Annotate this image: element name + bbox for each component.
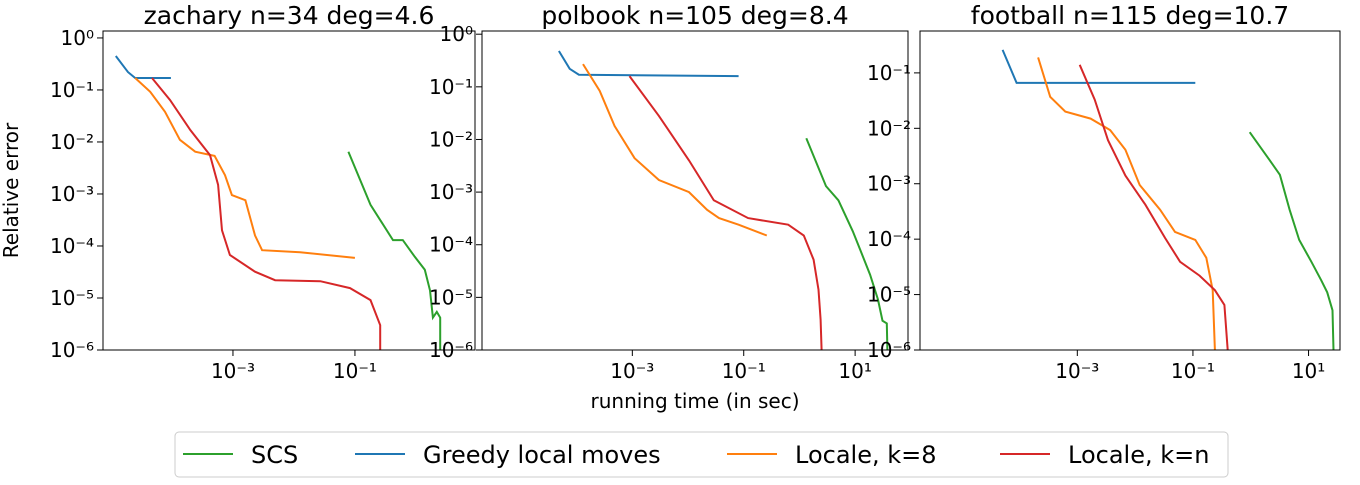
- series-line: [134, 77, 356, 259]
- x-axis-label: running time (in sec): [591, 389, 800, 413]
- x-tick-label: 10⁻³: [610, 359, 654, 383]
- series-line: [1248, 131, 1335, 350]
- series-line: [1078, 64, 1229, 350]
- series-line: [558, 50, 739, 78]
- y-tick-label: 10⁻⁴: [429, 233, 473, 257]
- chart-title: polbook n=105 deg=8.4: [541, 1, 848, 30]
- plot-frame: [102, 30, 476, 351]
- chart-title: football n=115 deg=10.7: [971, 1, 1289, 30]
- y-tick-label: 10⁻¹: [429, 75, 473, 99]
- y-axis-label: Relative error: [0, 122, 23, 258]
- y-tick-label: 10⁻⁵: [867, 283, 911, 307]
- plot-frame: [481, 30, 909, 351]
- y-tick-label: 10⁻³: [867, 172, 911, 196]
- y-tick-label: 10⁻⁶: [867, 338, 911, 362]
- x-tick-label: 10⁻¹: [1171, 359, 1215, 383]
- legend-label: Locale, k=8: [795, 441, 937, 469]
- y-tick-label: 10⁻³: [50, 182, 94, 206]
- y-tick-label: 10⁻⁴: [50, 234, 94, 258]
- x-tick-label: 10⁻¹: [722, 359, 766, 383]
- series-line: [1037, 57, 1216, 350]
- legend-label: Locale, k=n: [1068, 441, 1209, 469]
- series-line: [628, 75, 823, 350]
- legend-label: SCS: [251, 441, 298, 469]
- plot-area: [103, 31, 475, 350]
- plot-area: [920, 31, 1340, 350]
- plot-frame: [919, 30, 1341, 351]
- y-tick-label: 10⁻¹: [50, 78, 94, 102]
- legend-box: [174, 431, 1229, 478]
- x-tick-label: 10⁻³: [211, 359, 255, 383]
- y-tick-label: 10⁻²: [50, 130, 94, 154]
- series-line: [582, 63, 768, 237]
- y-tick-label: 10⁻⁴: [867, 227, 911, 251]
- legend-label: Greedy local moves: [423, 441, 661, 469]
- x-tick-label: 10⁻³: [1055, 359, 1099, 383]
- plot-area: [482, 31, 908, 350]
- x-tick-label: 10⁻¹: [333, 359, 377, 383]
- y-tick-label: 10⁻⁵: [429, 285, 473, 309]
- x-tick-label: 10¹: [838, 359, 871, 383]
- x-tick-label: 10¹: [1292, 359, 1325, 383]
- y-tick-label: 10⁻²: [867, 116, 911, 140]
- series-line: [1001, 49, 1196, 84]
- y-tick-label: 10⁻³: [429, 180, 473, 204]
- chart-title: zachary n=34 deg=4.6: [144, 1, 435, 30]
- y-tick-label: 10⁻⁶: [50, 338, 94, 362]
- y-tick-label: 10⁰: [61, 26, 94, 50]
- y-tick-label: 10⁰: [440, 22, 473, 46]
- y-tick-label: 10⁻⁶: [429, 338, 473, 362]
- y-tick-label: 10⁻⁵: [50, 286, 94, 310]
- y-tick-label: 10⁻²: [429, 127, 473, 151]
- y-tick-label: 10⁻¹: [867, 61, 911, 85]
- series-line: [151, 77, 382, 350]
- series-line: [347, 151, 442, 350]
- series-line: [805, 137, 889, 350]
